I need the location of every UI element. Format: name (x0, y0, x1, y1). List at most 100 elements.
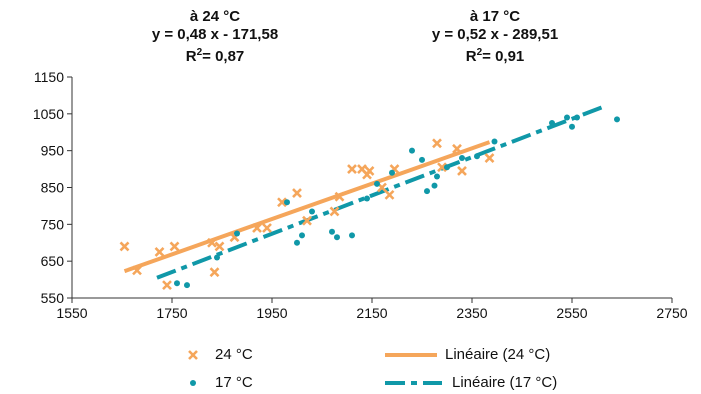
marker-stroke (347, 164, 357, 175)
marker-stroke (132, 265, 142, 276)
point-24c (252, 223, 262, 233)
annotation-17c-title: à 17 °C (469, 8, 521, 25)
legend-label-trend-24c: Linéaire (24 °C) (445, 346, 551, 363)
point-17c (574, 114, 580, 121)
x-tick-label: 2750 (656, 305, 687, 321)
point-17c (549, 120, 555, 127)
annotation-17c-r2: R2= 0,91 (375, 44, 615, 66)
marker-stroke (162, 280, 172, 291)
r2-value: = 0,91 (482, 48, 525, 65)
point-24c (119, 241, 130, 252)
legend-markers (188, 350, 442, 386)
point-17c (329, 228, 335, 235)
x-tick-label: 2150 (356, 305, 387, 321)
point-24c (484, 153, 495, 163)
point-24c (432, 138, 442, 149)
point-24c (457, 166, 467, 176)
marker-stroke (452, 143, 462, 154)
marker-stroke (457, 166, 467, 176)
marker-stroke (169, 241, 180, 252)
point-24c (132, 265, 142, 276)
point-17c (174, 280, 180, 287)
tick-labels: 550 650 750 850 950 1050 1150 1550 1750 1950 2150 2… (33, 69, 688, 321)
x-tick-label: 1950 (256, 305, 287, 321)
point-24c (437, 162, 447, 173)
point-24c (384, 189, 395, 200)
y-tick-label: 650 (41, 253, 65, 269)
trendline-24c (123, 140, 491, 274)
point-17c (184, 282, 190, 289)
point-17c (409, 147, 415, 154)
point-24c (292, 188, 302, 198)
point-17c (474, 153, 480, 160)
point-17c (374, 180, 380, 187)
marker-stroke (484, 153, 495, 163)
marker-stroke (262, 223, 272, 233)
point-17c (491, 138, 498, 145)
marker-stroke (432, 138, 442, 149)
r2-letter: R (465, 48, 477, 65)
trendlines (123, 103, 608, 280)
point-17c (234, 230, 240, 237)
r2-value: = 0,87 (202, 48, 245, 65)
point-17c (294, 239, 300, 246)
point-17c (444, 164, 450, 171)
y-tick-label: 1050 (33, 106, 64, 122)
marker-stroke (437, 162, 447, 173)
point-17c (431, 182, 438, 189)
marker-stroke (119, 241, 130, 252)
annotation-24c-equation: y = 0,48 x - 171,58 (151, 26, 279, 43)
r2-letter: R (185, 48, 197, 65)
marker-stroke (209, 267, 220, 278)
legend-label-trend-17c: Linéaire (17 °C) (452, 374, 558, 391)
legend-label-17c: 17 °C (215, 374, 253, 391)
point-24c (302, 215, 312, 226)
marker-stroke (207, 237, 217, 248)
legend-marker-24c (188, 350, 198, 360)
point-24c (214, 241, 225, 252)
marker-stroke (357, 164, 367, 175)
point-24c (169, 241, 180, 252)
y-tick-label: 750 (41, 216, 65, 232)
marker-stroke (292, 188, 302, 198)
point-24c (162, 280, 172, 291)
annotation-24c: à 24 °C y = 0,48 x - 171,58 R2= 0,87 (95, 8, 335, 66)
axes (67, 76, 673, 303)
data-points (119, 114, 620, 291)
point-24c (334, 191, 345, 202)
point-17c (569, 123, 575, 130)
point-24c (347, 164, 357, 175)
point-17c (614, 116, 620, 123)
point-17c (419, 156, 425, 163)
point-17c (299, 232, 305, 239)
y-tick-label: 850 (41, 180, 65, 196)
legend-marker-17c (190, 380, 196, 386)
marker-stroke (377, 182, 387, 193)
marker-stroke (277, 197, 287, 208)
x-tick-label: 1750 (156, 305, 187, 321)
point-17c (349, 232, 355, 239)
annotation-24c-r2: R2= 0,87 (95, 44, 335, 66)
trendline-17c (156, 103, 608, 280)
point-17c (309, 208, 315, 215)
marker-stroke (384, 189, 395, 200)
y-tick-label: 1150 (34, 69, 64, 85)
x-tick-label: 2550 (556, 305, 587, 321)
point-17c (334, 234, 340, 241)
marker-stroke (154, 247, 165, 257)
marker-stroke (252, 223, 262, 233)
y-tick-label: 950 (41, 143, 65, 159)
y-tick-label: 550 (41, 290, 65, 306)
annotation-24c-title: à 24 °C (189, 8, 241, 25)
point-17c (424, 188, 430, 195)
point-24c (262, 223, 272, 233)
marker-stroke (364, 166, 375, 176)
point-24c (364, 166, 375, 176)
point-17c (459, 155, 465, 162)
point-17c (364, 195, 370, 202)
marker-stroke (329, 206, 340, 217)
x-tick-label: 2350 (456, 305, 487, 321)
legend-label-24c: 24 °C (215, 346, 253, 363)
marker-stroke (188, 350, 198, 360)
